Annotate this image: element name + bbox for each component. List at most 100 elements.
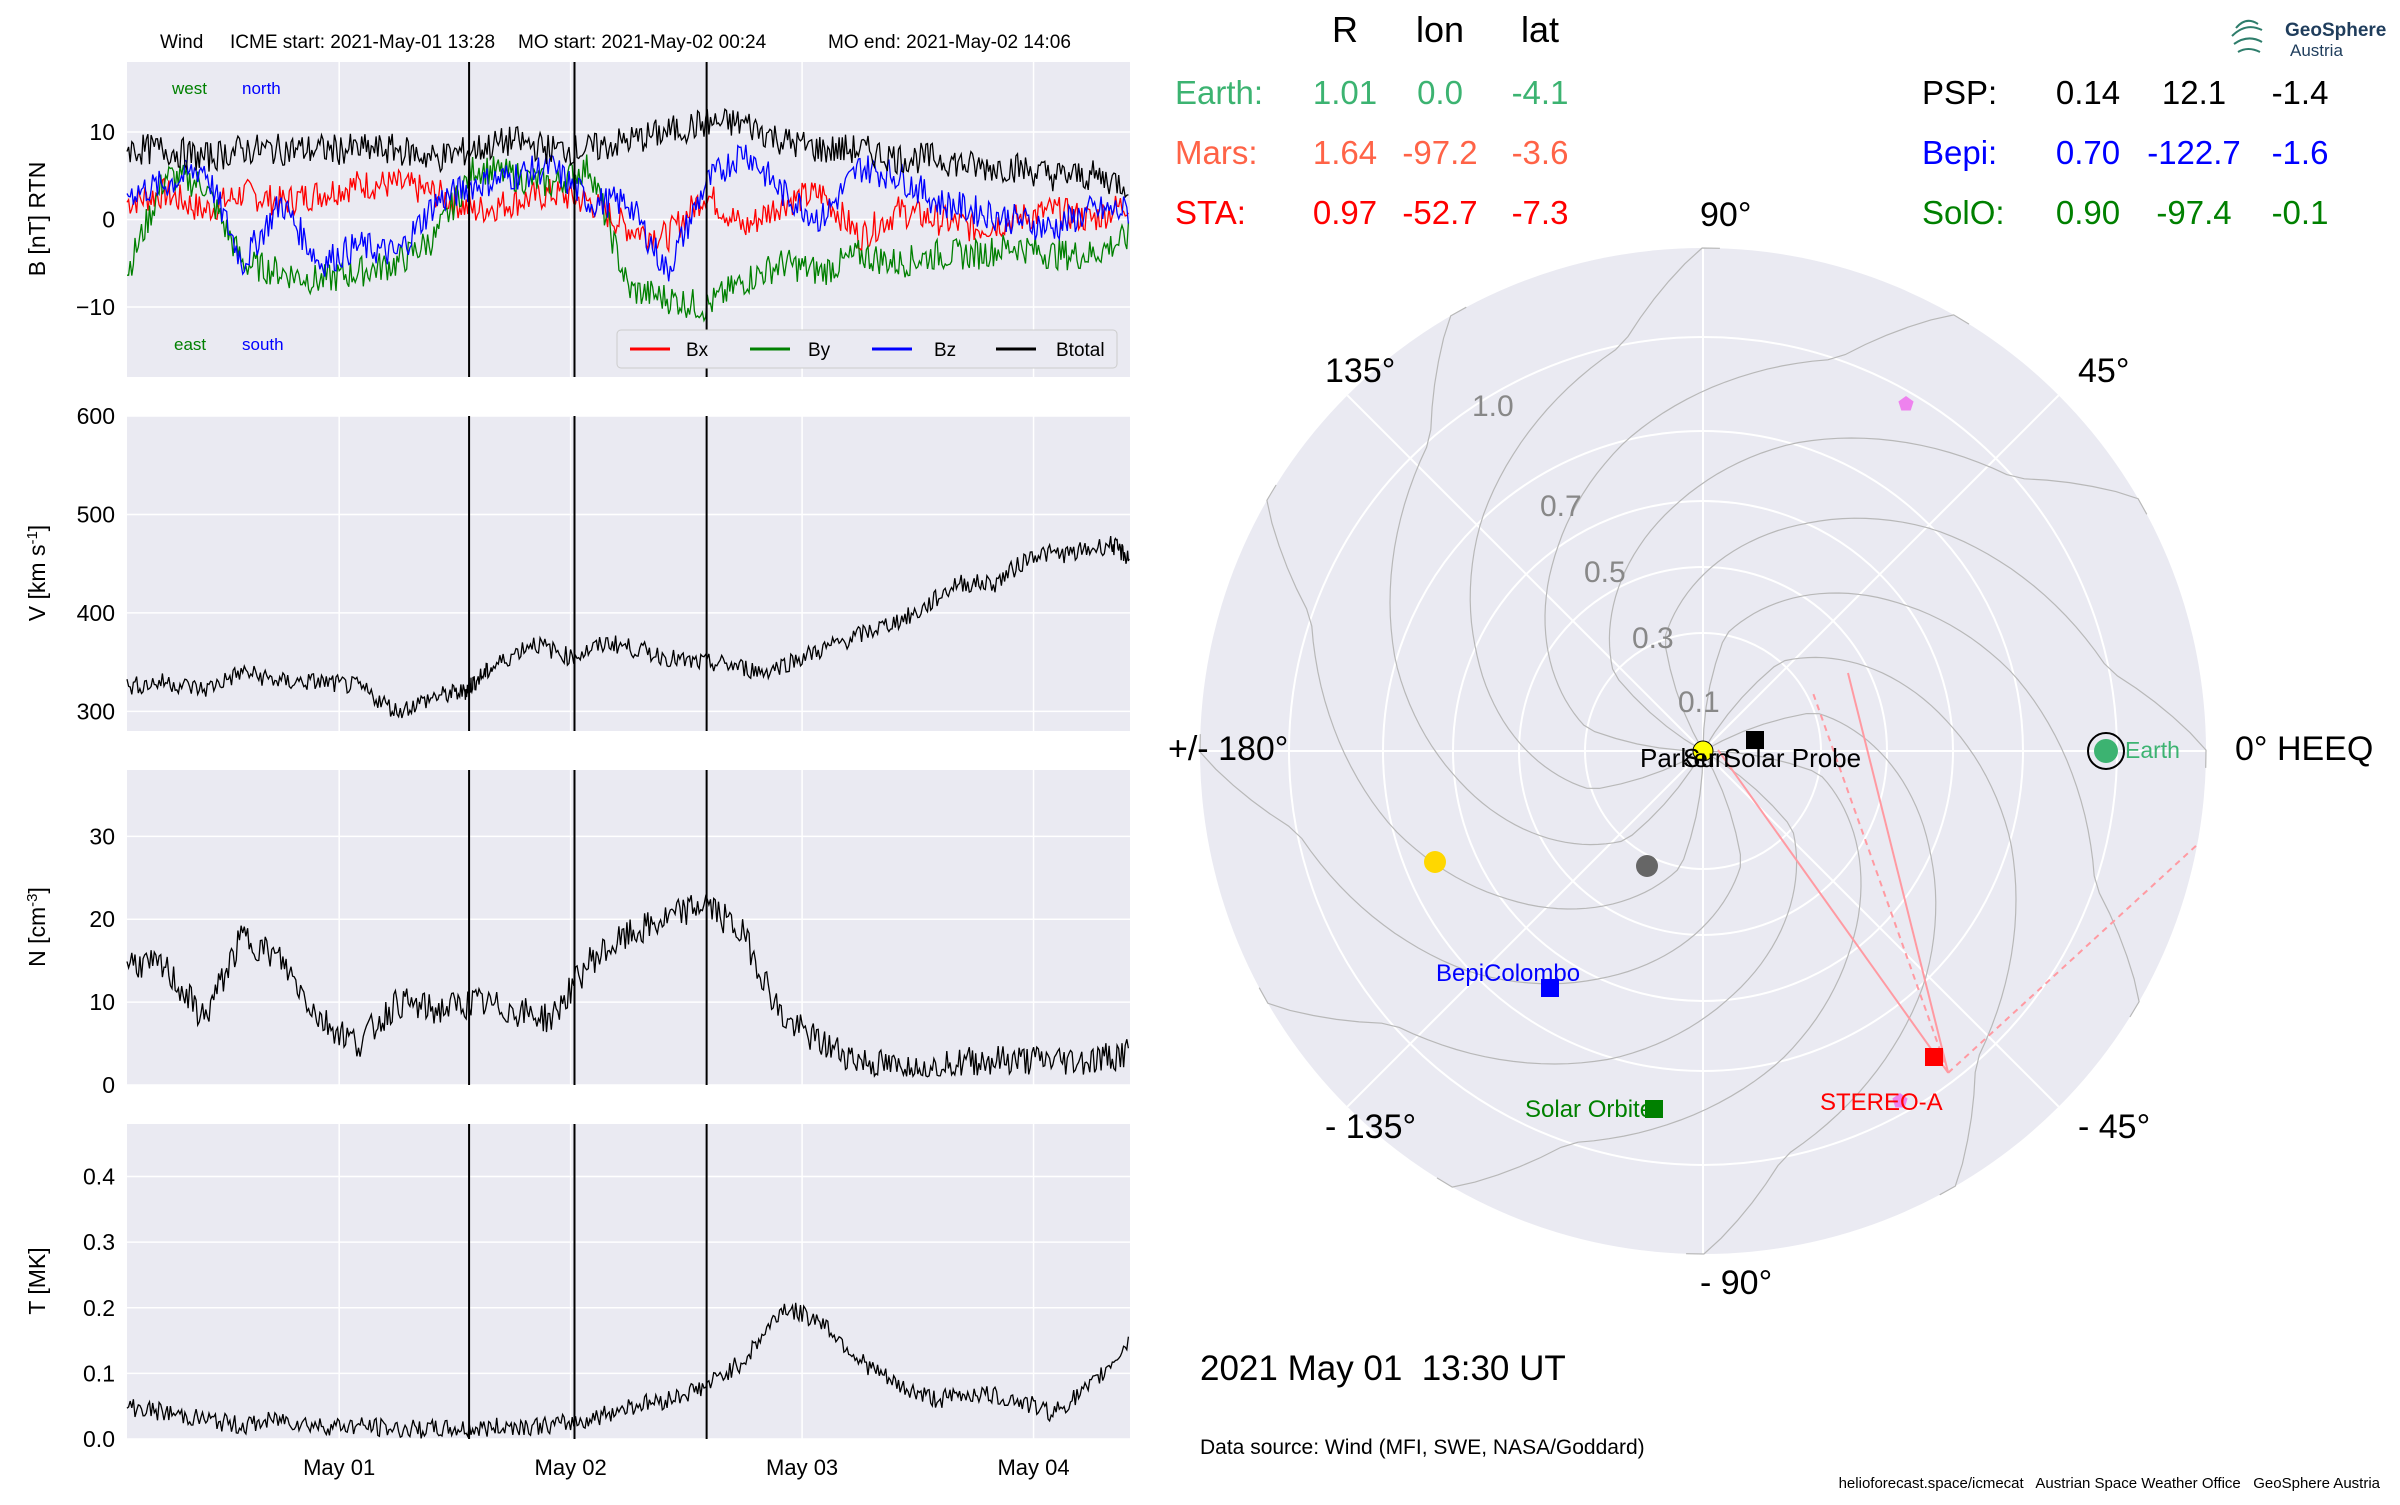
ytick-2-3: 30 — [89, 823, 115, 849]
header-lat: lat — [1521, 9, 1559, 50]
polar-plot — [1199, 247, 2207, 1255]
series-0-by — [127, 154, 1130, 323]
spiral-8 — [1389, 306, 1704, 846]
table-row-mars: Mars: 1.64 -97.2 -3.6 — [1175, 134, 1568, 171]
solo-label: Solar Orbiter — [1525, 1096, 1661, 1123]
ytick-2-2: 20 — [89, 906, 115, 932]
sun-label: Sun — [1683, 743, 1729, 773]
r-label-0-3: 0.3 — [1632, 622, 1674, 655]
ytick-2-0: 0 — [102, 1072, 115, 1098]
cell-lat: -7.3 — [1512, 194, 1569, 231]
polar-angle-labels: 0° HEEQ 45° 90° 135° +/- 180° - 135° - 9… — [1168, 196, 2373, 1302]
sta-fov-line-0 — [1847, 672, 1950, 1074]
spacecraft-labels: Earth Parker Solar Probe Sun BepiColombo… — [1436, 737, 2180, 1123]
cell-lon: 12.1 — [2162, 74, 2226, 111]
spiral-11 — [1258, 750, 1798, 1065]
cell-lon: 0.0 — [1417, 74, 1463, 111]
east-label: east — [174, 335, 206, 354]
cell-name: SolO: — [1922, 194, 2005, 231]
polar-markers — [1424, 396, 2199, 1118]
angle-label-0: 0° HEEQ — [2235, 730, 2373, 768]
polar-grid — [1200, 248, 2206, 1254]
table-row-solo: SolO: 0.90 -97.4 -0.1 — [1922, 194, 2328, 231]
spiral-10 — [1199, 734, 1742, 985]
data-series — [126, 107, 1130, 1439]
cell-R: 0.97 — [1313, 194, 1377, 231]
ytick-1-0: 300 — [77, 698, 115, 724]
ytick-1-3: 600 — [77, 403, 115, 429]
ytick-1-2: 500 — [77, 501, 115, 527]
cell-lon: -52.7 — [1402, 194, 1477, 231]
ytick-0-1: 0 — [102, 207, 115, 233]
angle-label-neg135: - 135° — [1325, 1108, 1416, 1146]
cell-lon: -97.2 — [1402, 134, 1477, 171]
solar-orbiter-marker — [1645, 1100, 1663, 1118]
geosphere-logo: GeoSphere Austria — [2231, 19, 2386, 60]
positions-table: R lon lat Earth: 1.01 0.0 -4.1 Mars: 1.64 -97.… — [1175, 9, 2328, 231]
xtick-2: May 03 — [766, 1455, 838, 1480]
sun-marker — [1692, 740, 1714, 762]
cell-name: Bepi: — [1922, 134, 1997, 171]
header-r: R — [1332, 9, 1358, 50]
ytick-3-4: 0.4 — [83, 1164, 115, 1190]
sta-fov-line-3 — [1717, 749, 1949, 1074]
ytick-0-0: −10 — [76, 294, 115, 320]
cell-R: 0.14 — [2056, 74, 2120, 111]
xtick-0: May 01 — [303, 1455, 375, 1480]
b-axis-label: B [nT] RTN — [24, 162, 50, 277]
cell-lat: -0.1 — [2272, 194, 2329, 231]
r-label-0-1: 0.1 — [1678, 686, 1720, 719]
table-row-bepi: Bepi: 0.70 -122.7 -1.6 — [1922, 134, 2328, 171]
r-label-0-7: 0.7 — [1540, 490, 1582, 523]
ytick-2-1: 10 — [89, 989, 115, 1015]
cell-lon: -122.7 — [2147, 134, 2241, 171]
datetime-label: 2021 May 01 13:30 UT — [1200, 1349, 1566, 1388]
earth-label: Earth — [2125, 737, 2180, 763]
icme-start-label: ICME start: 2021-May-01 13:28 — [230, 32, 495, 53]
event-lines — [468, 62, 708, 1439]
b-legend: Bx By Bz Btotal — [616, 329, 1118, 369]
cell-lat: -1.4 — [2272, 74, 2329, 111]
spiral-5 — [1608, 437, 2148, 752]
cell-name: PSP: — [1922, 74, 1997, 111]
t-panel — [127, 1124, 1130, 1439]
venus-marker — [1636, 855, 1658, 877]
series-2-n — [126, 894, 1130, 1078]
legend-bz: Bz — [934, 340, 956, 361]
bepicolombo-marker — [1541, 979, 1559, 997]
sta-label: STEREO-A — [1820, 1089, 1943, 1116]
table-left-rows: Earth: 1.01 0.0 -4.1 Mars: 1.64 -97.2 -3.6 STA: 0… — [1175, 74, 1568, 231]
cell-name: Mars: — [1175, 134, 1258, 171]
cell-R: 1.01 — [1313, 74, 1377, 111]
series-3-t — [126, 1302, 1130, 1439]
v-axis-label: V [km s-1] — [24, 525, 51, 621]
cell-lat: -3.6 — [1512, 134, 1569, 171]
ytick-3-0: 0.0 — [83, 1426, 115, 1452]
cell-lon: -97.4 — [2156, 194, 2231, 231]
north-label: north — [242, 79, 281, 98]
west-label: west — [171, 79, 207, 98]
ytick-3-3: 0.3 — [83, 1229, 115, 1255]
credits-label: helioforecast.space/icmecat Austrian Spa… — [1839, 1475, 2381, 1492]
cell-name: STA: — [1175, 194, 1246, 231]
angle-label-90: 90° — [1700, 196, 1751, 234]
spiral-7 — [1469, 247, 1720, 790]
panel-gridlines — [127, 62, 1130, 1440]
south-label: south — [242, 335, 284, 354]
table-row-earth: Earth: 1.01 0.0 -4.1 — [1175, 74, 1568, 111]
data-source-label: Data source: Wind (MFI, SWE, NASA/Goddar… — [1200, 1436, 1645, 1459]
cell-R: 1.64 — [1313, 134, 1377, 171]
header-lon: lon — [1416, 9, 1464, 50]
xtick-3: May 04 — [997, 1455, 1069, 1480]
r-label-0-5: 0.5 — [1584, 556, 1626, 589]
r-label-1-0: 1.0 — [1472, 390, 1514, 423]
cell-name: Earth: — [1175, 74, 1263, 111]
spiral-2 — [1702, 656, 2017, 1196]
cell-lat: -1.6 — [2272, 134, 2329, 171]
spiral-6 — [1544, 314, 1970, 752]
parker-solar-probe-marker — [1746, 731, 1764, 749]
instrument-label: Wind — [160, 32, 203, 53]
mars-marker — [1424, 851, 1446, 873]
logo-line2: Austria — [2290, 41, 2343, 60]
